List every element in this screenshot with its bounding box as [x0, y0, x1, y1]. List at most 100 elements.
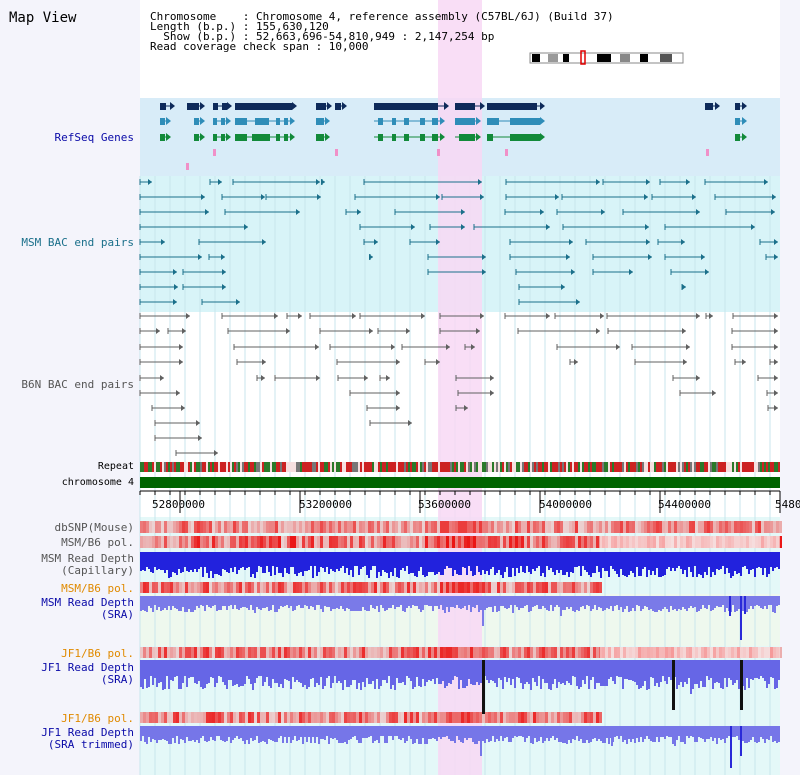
jf1-read-depth-sra-label[interactable]: JF1 Read Depth	[41, 661, 134, 674]
read-depth-bar	[482, 726, 484, 741]
polymorphism-cell	[566, 712, 569, 723]
bac-end-arrow	[682, 328, 686, 334]
polymorphism-cell	[419, 712, 422, 723]
repeat-label[interactable]: Repeat	[97, 461, 134, 472]
read-depth-bar	[282, 552, 284, 577]
read-depth-bar	[446, 726, 448, 736]
read-depth-bar	[408, 552, 410, 574]
polymorphism-cell	[149, 582, 152, 593]
msm-b6-pol-label-1[interactable]: MSM/B6 pol.	[61, 536, 134, 549]
polymorphism-cell	[473, 521, 476, 533]
refseq-marker	[213, 149, 216, 156]
jf1-b6-pol-label-1[interactable]: JF1/B6 pol.	[61, 647, 134, 660]
jf1-b6-pol-label-2[interactable]: JF1/B6 pol.	[61, 712, 134, 725]
polymorphism-cell	[716, 521, 719, 533]
bac-end-arrow	[296, 209, 300, 215]
repeat-segment	[226, 462, 228, 472]
msm-read-depth-capillary-label[interactable]: MSM Read Depth	[41, 552, 134, 565]
repeat-segment	[272, 462, 274, 472]
polymorphism-cell	[233, 647, 236, 658]
read-depth-bar	[440, 596, 442, 605]
read-depth-bar	[514, 660, 516, 688]
polymorphism-cell	[176, 521, 179, 533]
polymorphism-cell	[569, 647, 572, 658]
read-depth-bar	[292, 552, 294, 567]
refseq-genes-label[interactable]: RefSeq Genes	[54, 131, 134, 144]
read-depth-bar	[706, 596, 708, 609]
read-depth-bar	[610, 660, 612, 677]
gene-arrow	[290, 117, 295, 125]
read-depth-bar	[682, 552, 684, 574]
read-depth-bar	[668, 596, 670, 612]
read-depth-bar	[412, 552, 414, 573]
b6n-bac-label[interactable]: B6N BAC end pairs	[21, 378, 134, 391]
bac-end-arrow	[480, 194, 484, 200]
read-depth-bar	[522, 726, 524, 737]
read-depth-bar	[448, 552, 450, 568]
repeat-segment	[202, 462, 204, 472]
msm-b6-pol-label-2[interactable]: MSM/B6 pol.	[61, 582, 134, 595]
polymorphism-cell	[368, 521, 371, 533]
msm-bac-label[interactable]: MSM BAC end pairs	[21, 236, 134, 249]
repeat-segment	[648, 462, 650, 472]
repeat-segment	[434, 462, 436, 472]
read-depth-bar	[534, 726, 536, 738]
polymorphism-cell	[221, 647, 224, 658]
read-depth-bar	[714, 660, 716, 683]
polymorphism-cell	[389, 647, 392, 658]
dbsnp-label[interactable]: dbSNP(Mouse)	[54, 521, 134, 534]
read-depth-bar	[248, 660, 250, 679]
read-depth-bar	[314, 660, 316, 687]
read-depth-bar	[730, 552, 732, 578]
polymorphism-cell	[353, 536, 356, 548]
polymorphism-cell	[269, 521, 272, 533]
read-depth-bar	[578, 726, 580, 741]
read-depth-bar	[214, 596, 216, 605]
read-depth-bar	[522, 596, 524, 608]
polymorphism-cell	[689, 521, 692, 533]
read-depth-bar	[312, 726, 314, 737]
polymorphism-cell	[248, 647, 251, 658]
read-depth-bar	[414, 726, 416, 743]
read-depth-bar	[324, 596, 326, 606]
gene-arrow	[742, 133, 747, 141]
read-depth-bar	[234, 596, 236, 605]
read-depth-bar	[204, 552, 206, 567]
read-depth-bar	[728, 726, 730, 736]
read-depth-bar	[678, 660, 680, 685]
repeat-segment	[236, 462, 238, 472]
read-depth-bar	[458, 726, 460, 740]
read-depth-bar	[526, 660, 528, 682]
jf1-read-depth-trimmed-label[interactable]: JF1 Read Depth	[41, 726, 134, 739]
polymorphism-cell	[212, 582, 215, 593]
read-depth-bar	[546, 660, 548, 683]
msm-read-depth-sra-label[interactable]: MSM Read Depth	[41, 596, 134, 609]
read-depth-bar	[260, 552, 262, 567]
gene-exon	[335, 103, 341, 110]
polymorphism-cell	[602, 521, 605, 533]
polymorphism-cell	[521, 582, 524, 593]
polymorphism-cell	[326, 712, 329, 723]
polymorphism-cell	[236, 647, 239, 658]
polymorphism-cell	[533, 647, 536, 658]
read-depth-bar	[486, 660, 488, 680]
polymorphism-cell	[299, 712, 302, 723]
repeat-segment	[630, 462, 632, 472]
read-depth-bar	[152, 552, 154, 573]
repeat-segment	[516, 462, 518, 472]
read-depth-bar	[272, 660, 274, 679]
bac-end-arrow	[774, 313, 778, 319]
read-depth-bar	[524, 726, 526, 742]
read-depth-bar	[776, 596, 778, 606]
read-depth-bar	[386, 596, 388, 610]
read-depth-bar	[330, 660, 332, 688]
repeat-segment	[266, 462, 268, 472]
polymorphism-cell	[161, 712, 164, 723]
polymorphism-cell	[452, 647, 455, 658]
read-depth-bar	[236, 726, 238, 736]
repeat-segment	[290, 462, 292, 472]
read-depth-bar	[466, 660, 468, 686]
read-depth-bar	[144, 552, 146, 571]
polymorphism-cell	[311, 536, 314, 548]
